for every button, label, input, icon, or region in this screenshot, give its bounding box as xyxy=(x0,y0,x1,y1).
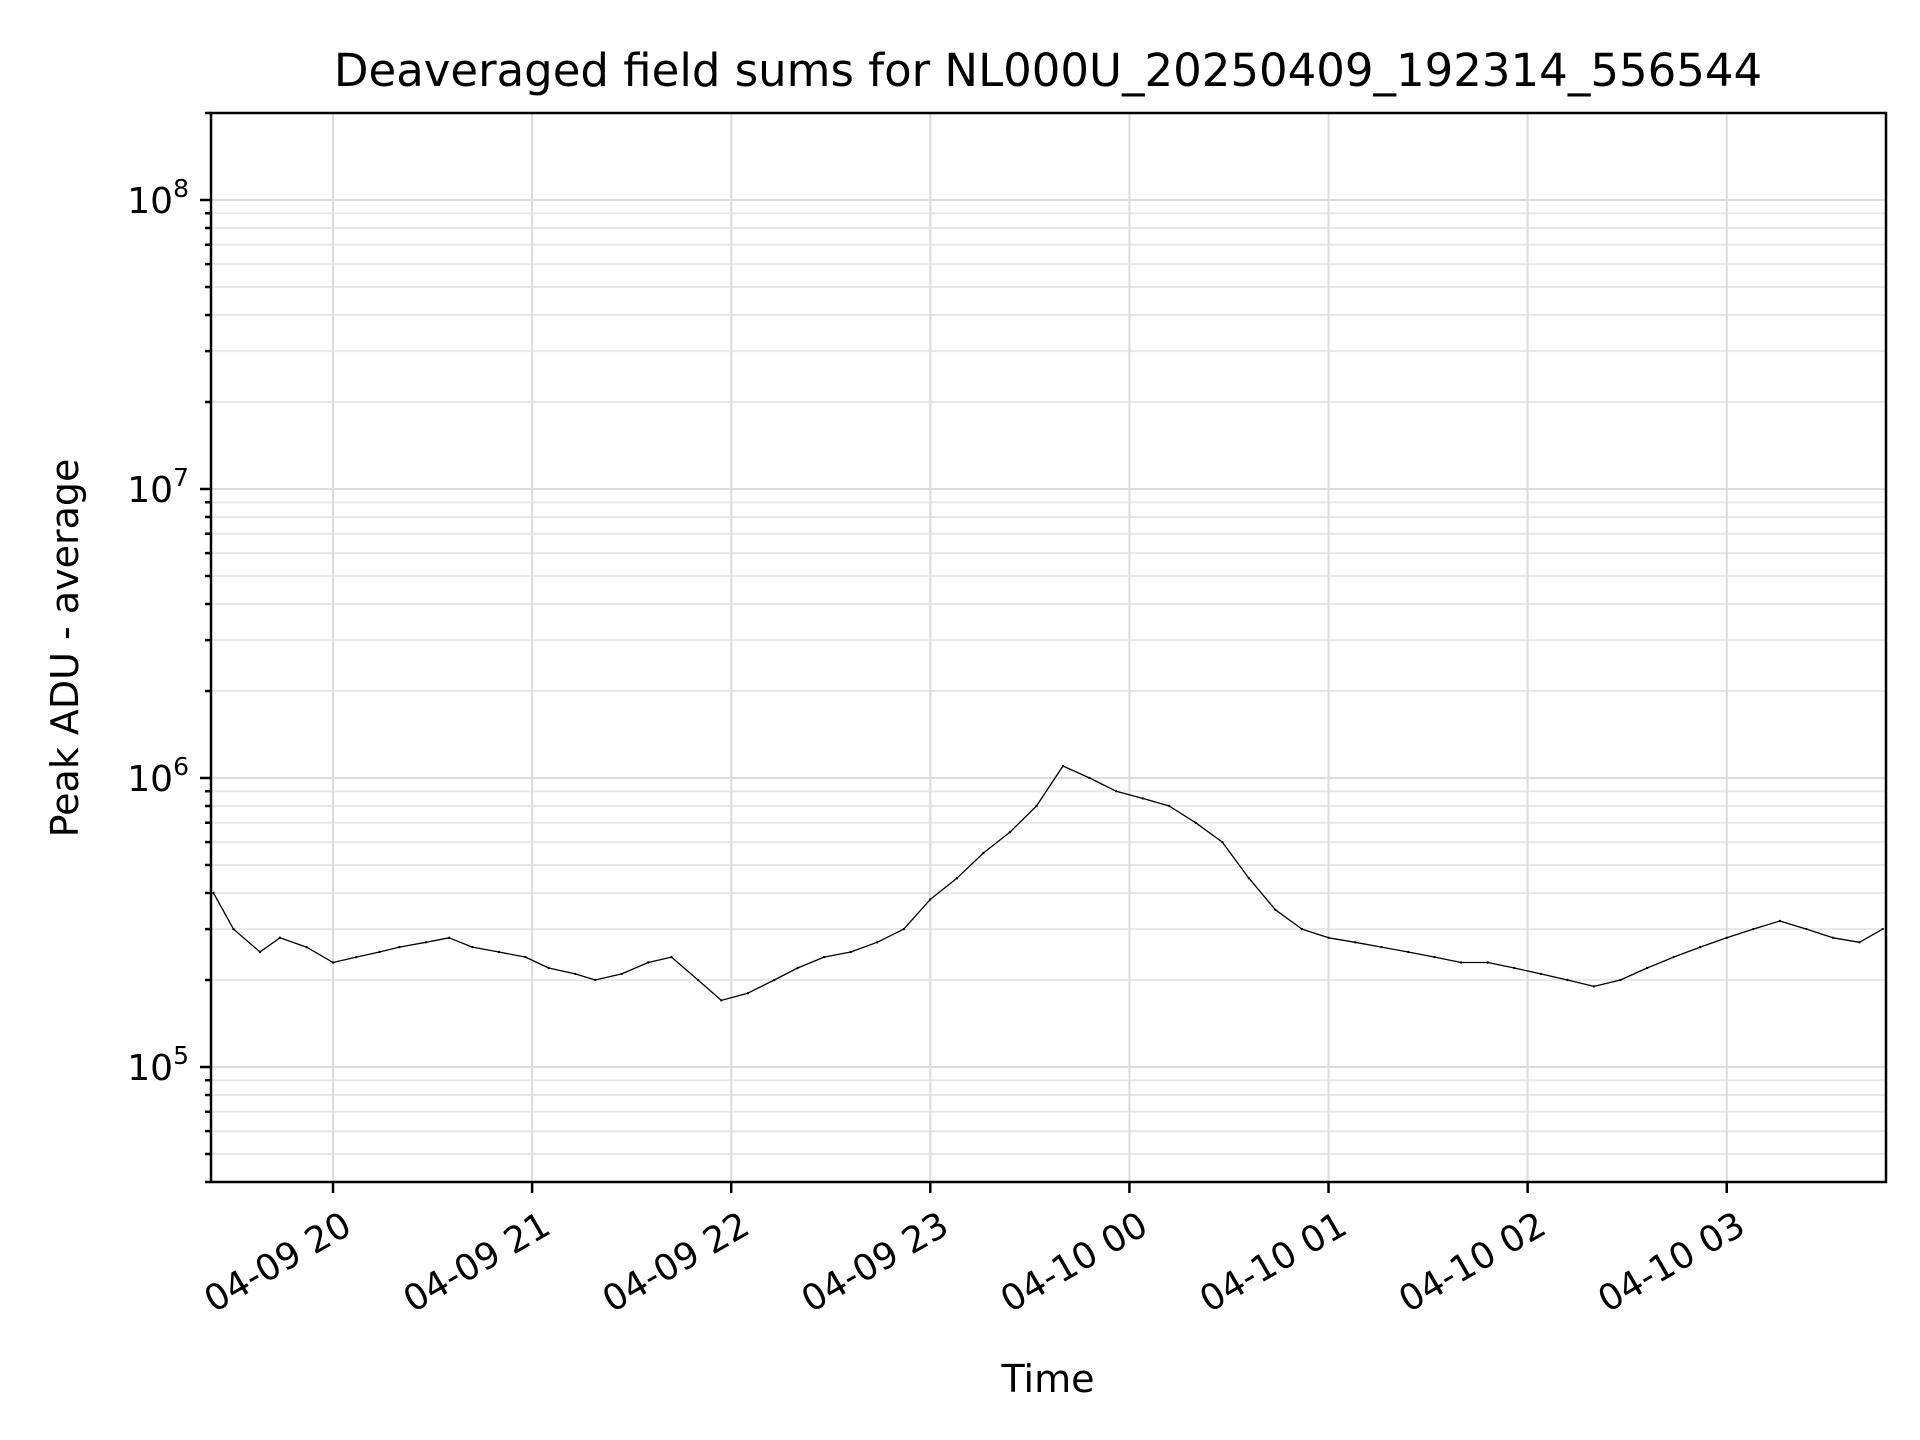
data-point xyxy=(232,927,235,931)
x-tick-label: 04-10 03 xyxy=(1591,1204,1752,1320)
data-point xyxy=(1247,877,1251,880)
x-tick-label: 04-10 02 xyxy=(1392,1204,1553,1320)
data-point xyxy=(305,945,308,949)
y-tick-label-base: 10 xyxy=(127,470,173,511)
data-point xyxy=(524,955,527,959)
data-point xyxy=(1407,950,1410,954)
y-tick-label-base: 10 xyxy=(127,759,173,800)
data-point xyxy=(1114,790,1118,793)
data-point xyxy=(1168,804,1171,808)
y-tick-label-base: 10 xyxy=(127,1048,173,1089)
chart-title: Deaveraged field sums for NL000U_2025040… xyxy=(334,44,1762,97)
data-point xyxy=(620,972,623,976)
y-tick-label-exponent: 5 xyxy=(173,1041,189,1070)
data-point xyxy=(447,936,451,939)
y-tick-label-exponent: 6 xyxy=(173,752,189,781)
data-point xyxy=(378,950,381,954)
data-point xyxy=(1300,927,1304,931)
data-point xyxy=(547,966,550,970)
x-tick-label: 04-10 01 xyxy=(1193,1204,1354,1320)
data-point xyxy=(1619,978,1622,982)
series-line xyxy=(212,765,1884,1002)
data-point xyxy=(424,941,428,944)
data-point xyxy=(1008,830,1012,834)
data-point xyxy=(1141,797,1144,800)
data-point xyxy=(1699,945,1702,949)
data-point xyxy=(497,950,501,954)
data-point xyxy=(355,955,358,959)
data-point xyxy=(212,891,215,895)
data-point xyxy=(670,955,673,959)
data-point xyxy=(796,966,799,970)
y-tick-label: 106 xyxy=(127,752,189,800)
data-point xyxy=(720,999,723,1002)
data-point xyxy=(773,978,776,982)
data-point xyxy=(1035,804,1038,808)
data-point xyxy=(982,851,985,855)
data-point xyxy=(1327,936,1330,939)
data-point xyxy=(849,950,852,954)
y-tick-label: 107 xyxy=(127,463,189,511)
data-point xyxy=(1221,840,1224,844)
plot-frame xyxy=(209,111,1888,1184)
y-tick-label: 108 xyxy=(127,174,189,222)
y-tick-label: 105 xyxy=(127,1041,189,1089)
data-point xyxy=(1353,941,1357,944)
y-axis-label: Peak ADU - average xyxy=(43,459,87,838)
series-layer xyxy=(212,764,1884,1002)
data-point xyxy=(955,877,959,880)
data-point xyxy=(398,945,401,949)
data-point xyxy=(1881,927,1884,931)
data-point xyxy=(1858,941,1861,944)
x-tick-label: 04-10 00 xyxy=(994,1204,1155,1320)
data-point xyxy=(278,936,282,939)
data-point xyxy=(1805,927,1808,931)
data-point xyxy=(331,961,335,964)
data-point xyxy=(1061,764,1065,768)
y-tick-label-exponent: 8 xyxy=(173,174,189,203)
data-point xyxy=(258,950,262,954)
data-point xyxy=(1274,908,1277,911)
data-point xyxy=(1831,936,1835,939)
data-point xyxy=(1592,985,1596,988)
data-point xyxy=(1088,776,1091,780)
data-point xyxy=(1778,919,1782,923)
data-point xyxy=(1566,978,1569,982)
data-point xyxy=(594,978,597,982)
x-axis: 04-09 20 04-09 21 04-09 22 04-09 23 04-10 00… xyxy=(198,1182,1752,1321)
x-axis-label: Time xyxy=(1001,1357,1095,1401)
x-tick-label: 04-09 20 xyxy=(198,1204,359,1320)
data-point xyxy=(1433,955,1436,959)
data-point xyxy=(1380,945,1383,949)
data-point xyxy=(574,972,577,976)
data-point xyxy=(902,927,905,931)
data-point xyxy=(746,992,749,995)
data-point xyxy=(471,945,474,949)
data-point xyxy=(1672,955,1675,959)
data-point xyxy=(1645,966,1649,970)
y-tick-label-exponent: 7 xyxy=(173,463,189,492)
data-point xyxy=(1194,821,1198,824)
data-point xyxy=(929,898,932,901)
data-point xyxy=(1752,927,1755,931)
x-tick-label: 04-09 23 xyxy=(795,1204,956,1320)
x-tick-label: 04-09 21 xyxy=(397,1204,558,1320)
data-point xyxy=(1725,936,1728,939)
data-point xyxy=(1460,961,1463,964)
data-point xyxy=(1539,972,1543,976)
data-point xyxy=(1486,961,1490,964)
data-point xyxy=(876,941,879,944)
data-point xyxy=(647,961,650,964)
data-point xyxy=(1513,966,1516,970)
y-tick-label-base: 10 xyxy=(127,181,173,222)
data-point xyxy=(822,955,826,959)
grid xyxy=(211,112,1886,1183)
data-point xyxy=(696,978,700,982)
x-tick-label: 04-09 22 xyxy=(596,1204,757,1320)
